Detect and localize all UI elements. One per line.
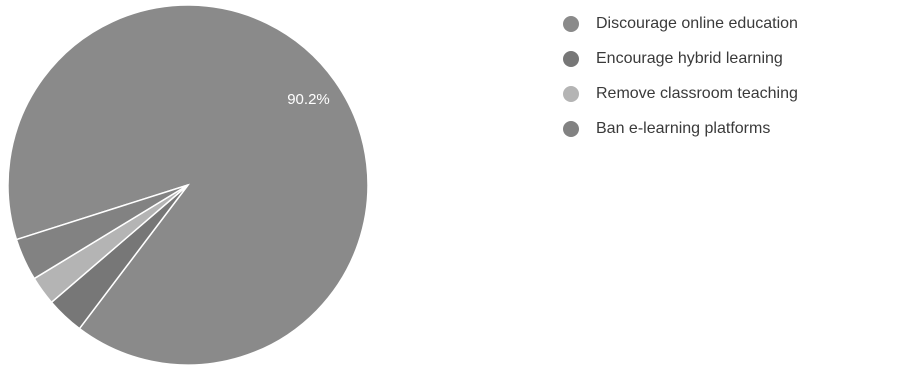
legend-swatch-1 [563, 16, 579, 32]
legend-swatch-2 [563, 51, 579, 67]
legend-label-1: Discourage online education [596, 15, 798, 32]
slice-value-label-1: 90.2% [287, 91, 330, 108]
pie-slice-4 [15, 184, 189, 280]
legend-swatch-3 [563, 86, 579, 102]
pie-slices [7, 4, 369, 366]
legend-label-4: Ban e-learning platforms [596, 120, 770, 137]
legend-label-3: Remove classroom teaching [596, 85, 798, 102]
pie-labels: 90.2% [287, 91, 330, 108]
legend-label-2: Encourage hybrid learning [596, 50, 783, 67]
legend-swatch-4 [563, 121, 579, 137]
legend: Discourage online education Encourage hyb… [563, 15, 798, 137]
